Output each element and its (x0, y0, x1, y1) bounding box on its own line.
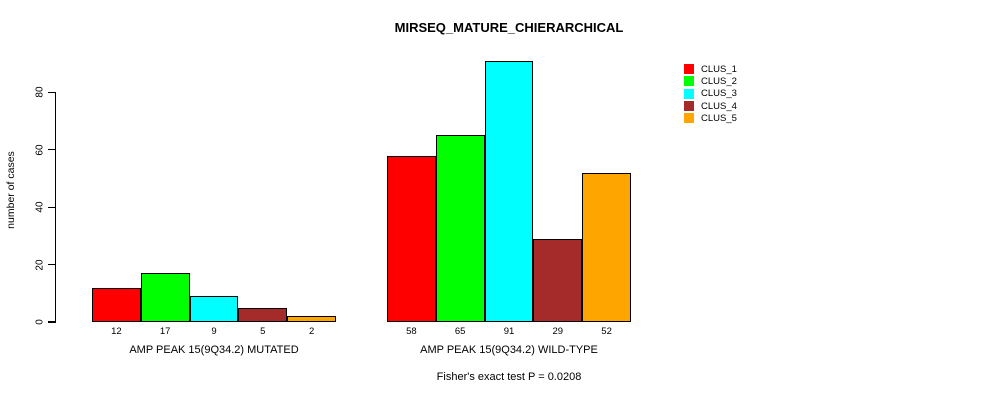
bar-value-label: 5 (260, 326, 266, 337)
legend-item: CLUS_3 (684, 88, 737, 100)
legend-swatch (684, 113, 694, 124)
legend: CLUS_1 CLUS_2 CLUS_3 CLUS_4 CLUS_5 (684, 63, 737, 124)
bar-clus_2 (140, 273, 190, 322)
legend-item: CLUS_5 (684, 112, 737, 124)
legend-swatch (684, 88, 694, 99)
group-label: AMP PEAK 15(9Q34.2) MUTATED (129, 344, 299, 356)
bar-clus_4 (238, 307, 288, 322)
bar-clus_5 (287, 316, 336, 322)
bar-clus_3 (484, 60, 534, 322)
legend-swatch (684, 76, 694, 87)
chart-title: MIRSEQ_MATURE_CHIERARCHICAL (394, 20, 624, 35)
footnote-text: Fisher's exact test P = 0.0208 (436, 371, 582, 383)
bar-value-label: 9 (211, 326, 217, 337)
legend-label: CLUS_3 (701, 88, 737, 100)
bar-value-label: 65 (454, 326, 466, 337)
bar-value-label: 52 (601, 326, 612, 337)
legend-label: CLUS_1 (701, 63, 737, 75)
legend-item: CLUS_4 (684, 100, 737, 112)
y-axis-tick (48, 91, 56, 94)
group-label: AMP PEAK 15(9Q34.2) WILD-TYPE (420, 344, 598, 356)
bar-value-label: 29 (552, 326, 564, 337)
legend-item: CLUS_2 (684, 75, 737, 87)
bar-clus_2 (435, 135, 485, 322)
y-axis-tick-label: 40 (34, 201, 46, 213)
y-axis-tick-label: 60 (34, 144, 46, 156)
bar-value-label: 12 (111, 326, 122, 337)
bar-value-label: 58 (406, 326, 417, 337)
bar-clus_3 (189, 296, 239, 322)
legend-swatch (684, 101, 694, 112)
y-axis-title: number of cases (5, 151, 17, 229)
y-axis-tick (48, 206, 56, 208)
y-axis-tick-label: 20 (34, 259, 46, 271)
y-axis-tick-label: 80 (34, 86, 46, 98)
bar-clus_1 (92, 287, 141, 322)
legend-item: CLUS_1 (684, 63, 737, 75)
y-axis-tick (48, 149, 56, 151)
bar-value-label: 91 (503, 326, 515, 337)
legend-label: CLUS_4 (701, 100, 737, 112)
bar-value-label: 2 (308, 326, 315, 337)
y-axis-tick (48, 263, 56, 266)
bar-clus_4 (533, 238, 583, 322)
bar-clus_1 (387, 155, 436, 322)
y-axis-tick (48, 321, 56, 323)
y-axis-tick-label: 0 (34, 319, 46, 325)
legend-label: CLUS_5 (701, 112, 737, 124)
legend-label: CLUS_2 (701, 75, 737, 87)
bar-value-label: 17 (159, 326, 171, 337)
legend-swatch (684, 64, 694, 75)
bar-clus_5 (582, 172, 631, 322)
